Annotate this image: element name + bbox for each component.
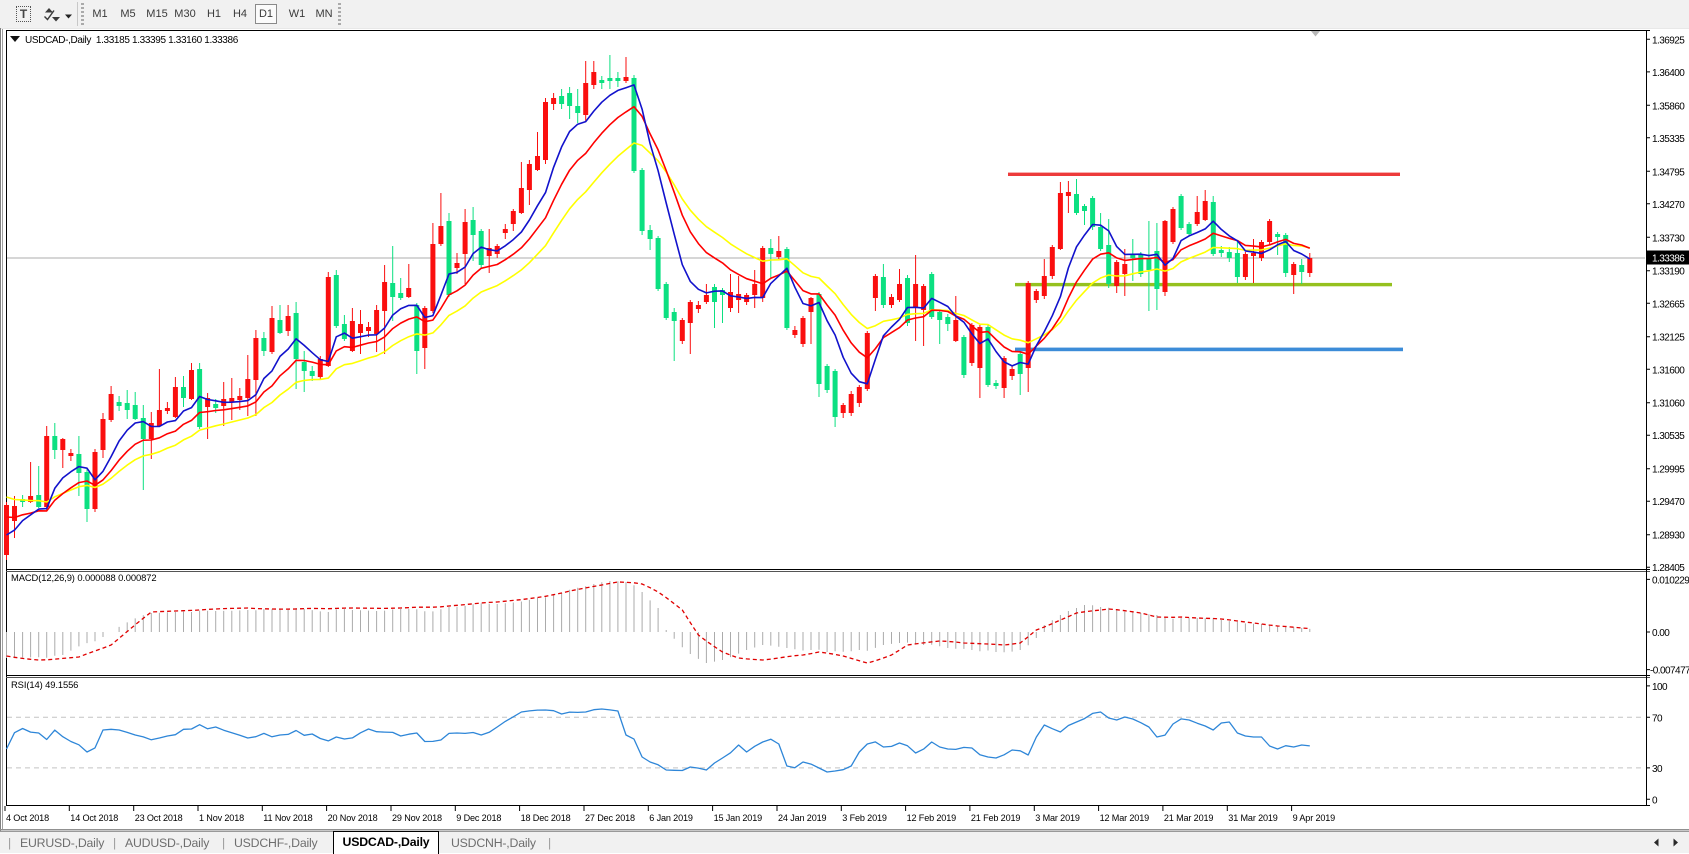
svg-text:1.32125: 1.32125 [1652,333,1685,344]
svg-text:3 Feb 2019: 3 Feb 2019 [842,813,887,823]
svg-text:1.33386: 1.33386 [1652,254,1685,265]
svg-text:6 Jan 2019: 6 Jan 2019 [649,813,693,823]
svg-text:12 Feb 2019: 12 Feb 2019 [907,813,957,823]
svg-text:1.33190: 1.33190 [1652,267,1685,278]
svg-text:14 Oct 2018: 14 Oct 2018 [70,813,118,823]
svg-text:1.31600: 1.31600 [1652,365,1685,376]
svg-text:31 Mar 2019: 31 Mar 2019 [1228,813,1278,823]
svg-text:15 Jan 2019: 15 Jan 2019 [714,813,763,823]
svg-text:1.30535: 1.30535 [1652,431,1685,442]
svg-text:100: 100 [1652,682,1668,693]
svg-text:27 Dec 2018: 27 Dec 2018 [585,813,635,823]
svg-text:4 Oct 2018: 4 Oct 2018 [6,813,49,823]
svg-text:21 Feb 2019: 21 Feb 2019 [971,813,1021,823]
svg-text:1.28930: 1.28930 [1652,531,1685,542]
svg-text:1.33730: 1.33730 [1652,233,1685,244]
svg-text:USDCAD-,Daily 1.33185 1.33395: USDCAD-,Daily 1.33185 1.33395 1.33160 1.… [25,35,239,46]
svg-text:1.31060: 1.31060 [1652,399,1685,410]
svg-text:24 Jan 2019: 24 Jan 2019 [778,813,827,823]
svg-text:0: 0 [1652,795,1658,806]
svg-text:-0.007477: -0.007477 [1650,666,1689,677]
svg-text:12 Mar 2019: 12 Mar 2019 [1100,813,1150,823]
svg-text:1.35335: 1.35335 [1652,134,1685,145]
svg-text:1.35860: 1.35860 [1652,101,1685,112]
svg-text:11 Nov 2018: 11 Nov 2018 [263,813,312,823]
svg-text:1 Nov 2018: 1 Nov 2018 [199,813,244,823]
svg-text:1.34270: 1.34270 [1652,200,1685,211]
svg-text:70: 70 [1652,713,1663,724]
svg-text:1.28405: 1.28405 [1652,563,1685,574]
svg-text:29 Nov 2018: 29 Nov 2018 [392,813,442,823]
svg-text:20 Nov 2018: 20 Nov 2018 [328,813,378,823]
svg-text:1.36925: 1.36925 [1652,35,1685,46]
svg-text:30: 30 [1652,764,1663,775]
svg-text:23 Oct 2018: 23 Oct 2018 [135,813,183,823]
svg-text:1.36400: 1.36400 [1652,68,1685,79]
svg-text:1.34795: 1.34795 [1652,167,1685,178]
svg-text:1.29470: 1.29470 [1652,497,1685,508]
svg-text:MACD(12,26,9) 0.000088 0.00087: MACD(12,26,9) 0.000088 0.000872 [11,572,156,583]
svg-text:0.00: 0.00 [1652,628,1670,639]
svg-text:RSI(14) 49.1556: RSI(14) 49.1556 [11,679,78,690]
svg-text:3 Mar 2019: 3 Mar 2019 [1035,813,1080,823]
svg-text:1.32665: 1.32665 [1652,299,1685,310]
svg-text:1.29995: 1.29995 [1652,465,1685,476]
svg-text:21 Mar 2019: 21 Mar 2019 [1164,813,1214,823]
svg-text:9 Dec 2018: 9 Dec 2018 [456,813,501,823]
svg-text:9 Apr 2019: 9 Apr 2019 [1293,813,1336,823]
svg-text:0.010229: 0.010229 [1652,575,1689,586]
svg-text:18 Dec 2018: 18 Dec 2018 [521,813,571,823]
